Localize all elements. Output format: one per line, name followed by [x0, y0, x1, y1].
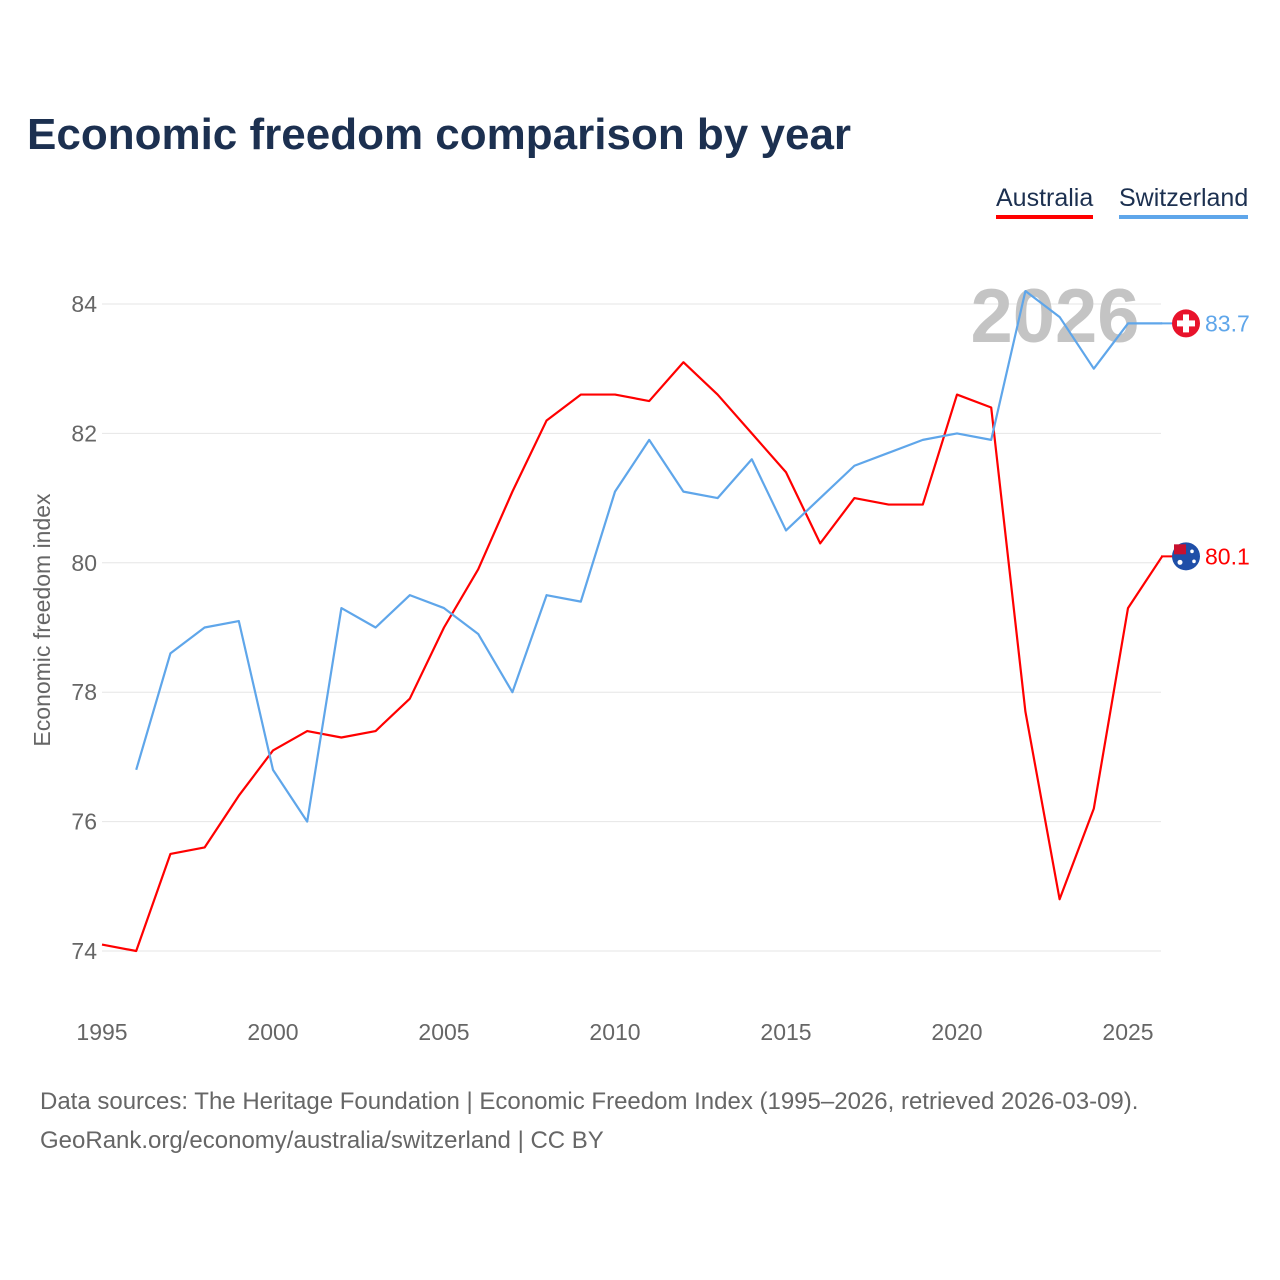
flag-union: [1174, 544, 1186, 555]
y-tick-label: 76: [71, 809, 97, 835]
legend-switzerland[interactable]: Switzerland: [1119, 184, 1249, 219]
x-tick-label: 2020: [931, 1019, 982, 1045]
year-watermark: 2026: [970, 274, 1139, 359]
series-line-australia: [101, 361, 1164, 953]
flag-star: [1190, 549, 1194, 554]
end-value-label: 83.7: [1205, 310, 1250, 336]
y-tick-label: 74: [71, 938, 97, 964]
y-tick-label: 80: [71, 550, 97, 576]
y-axis-label: Economic freedom index: [29, 493, 55, 747]
chart-title: Economic freedom comparison by year: [27, 110, 852, 159]
flag-switzerland-icon: [1172, 309, 1200, 338]
flag-australia-icon: [1172, 542, 1200, 571]
x-tick-label: 1995: [76, 1019, 127, 1045]
x-tick-label: 2025: [1102, 1019, 1153, 1045]
source-note: Data sources: The Heritage Foundation | …: [40, 1088, 1139, 1115]
end-value-label: 80.1: [1205, 543, 1250, 569]
legend-australia[interactable]: Australia: [996, 184, 1094, 219]
y-tick-label: 82: [71, 420, 97, 446]
series-line-switzerland: [135, 289, 1163, 823]
credit-note[interactable]: GeoRank.org/economy/australia/switzerlan…: [40, 1127, 604, 1154]
flag-cross: [1177, 320, 1195, 327]
flag-star: [1192, 559, 1196, 564]
flag-star: [1177, 559, 1183, 565]
x-tick-label: 2015: [760, 1019, 811, 1045]
y-tick-label: 84: [71, 291, 97, 317]
y-tick-label: 78: [71, 679, 97, 705]
x-tick-label: 2010: [589, 1019, 640, 1045]
x-tick-label: 2000: [247, 1019, 298, 1045]
x-tick-label: 2005: [418, 1019, 469, 1045]
